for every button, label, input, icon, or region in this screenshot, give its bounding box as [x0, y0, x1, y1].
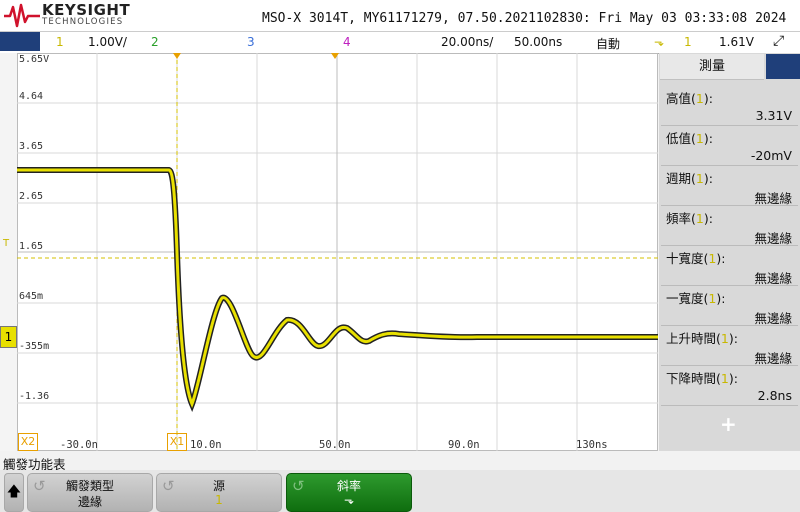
measurement-label[interactable]: 高值(1): — [666, 91, 713, 106]
menu-up-button[interactable]: 🡅 — [4, 473, 24, 512]
trigger-edge-icon: ⬎ — [654, 35, 665, 49]
brand-name: KEYSIGHT — [42, 1, 131, 19]
divider — [661, 245, 798, 246]
time-delay[interactable]: 20.00ns/ — [441, 35, 494, 49]
measurement-label[interactable]: 上升時間(1): — [666, 331, 738, 346]
brand-subtitle: TECHNOLOGIES — [42, 17, 124, 27]
measurement-label[interactable]: 十寬度(1): — [666, 251, 726, 266]
trigger-level[interactable]: 1.61V — [719, 35, 754, 49]
trigger-position-marker — [173, 53, 181, 59]
entry-knob-icon: ↺ — [162, 477, 175, 495]
divider — [661, 325, 798, 326]
y-label: 2.65 — [19, 191, 44, 202]
trigger-channel[interactable]: 1 — [684, 35, 692, 49]
ch2-number[interactable]: 2 — [151, 35, 159, 49]
x2-cursor-marker[interactable]: X2 — [18, 433, 38, 451]
y-label: -355m — [19, 341, 50, 352]
y-label: 5.65V — [19, 54, 50, 65]
delay-position-marker — [331, 53, 339, 59]
divider — [661, 125, 798, 126]
left-marker-strip — [0, 53, 17, 451]
measurement-value: -20mV — [750, 148, 792, 163]
source-softkey[interactable]: ↺ 源 1 — [156, 473, 282, 512]
measurement-value: 3.31V — [755, 108, 792, 123]
divider — [661, 205, 798, 206]
menu-title: 觸發功能表 — [3, 457, 66, 472]
measurement-label[interactable]: 週期(1): — [666, 171, 713, 186]
measurement-value: 無邊緣 — [754, 351, 792, 366]
trigger-type-softkey[interactable]: ↺ 觸發類型 邊緣 — [27, 473, 153, 512]
divider — [661, 165, 798, 166]
x-label: -30.0n — [60, 439, 98, 451]
softkey-label: 觸發類型 — [65, 479, 114, 493]
measurement-value: 無邊緣 — [754, 191, 792, 206]
expand-arrows-icon[interactable]: ⤢ — [773, 33, 785, 49]
panel-tab-button[interactable] — [766, 54, 800, 79]
y-label: 1.65 — [19, 241, 44, 252]
ch4-number[interactable]: 4 — [343, 35, 351, 49]
ch1-ground-marker[interactable]: 1 — [0, 326, 17, 348]
measurement-panel-title[interactable]: 測量 — [660, 54, 764, 80]
instrument-info: MSO-X 3014T, MY61171279, 07.50.202110283… — [262, 11, 787, 26]
top-bar — [0, 0, 800, 31]
divider — [661, 365, 798, 366]
y-label: 3.65 — [19, 141, 44, 152]
y-label: 4.64 — [19, 91, 44, 102]
entry-knob-icon: ↺ — [292, 477, 305, 495]
keysight-logo-icon — [4, 3, 40, 28]
channel-status-bar: 1 1.00V/ 2 3 4 20.00ns/ 50.00ns 自動 ⬎ 1 1… — [0, 31, 800, 54]
waveform-graticule — [17, 53, 658, 451]
y-label: 645m — [19, 291, 44, 302]
measurement-value: 無邊緣 — [754, 231, 792, 246]
softkey-value: 邊緣 — [77, 495, 102, 509]
softkey-label: 源 — [212, 479, 225, 493]
measurement-value: 無邊緣 — [754, 271, 792, 286]
measurement-label[interactable]: 低值(1): — [666, 131, 713, 146]
measurement-value: 2.8ns — [757, 388, 792, 403]
divider — [661, 405, 798, 406]
up-arrow-icon: 🡅 — [6, 484, 22, 500]
run-control-button[interactable] — [0, 32, 40, 51]
x1-cursor-marker[interactable]: X1 — [167, 433, 187, 451]
divider — [661, 285, 798, 286]
trigger-level-marker[interactable]: T — [3, 238, 10, 249]
trigger-mode[interactable]: 自動 — [596, 37, 621, 51]
x-label: 50.0n — [319, 439, 351, 451]
entry-knob-icon: ↺ — [33, 477, 46, 495]
ch1-scale[interactable]: 1.00V/ — [88, 35, 127, 49]
x-label: 130ns — [576, 439, 608, 451]
softkey-label: 斜率 — [336, 479, 361, 493]
ch1-waveform — [17, 168, 658, 409]
x-label: 90.0n — [448, 439, 480, 451]
softkey-value: 1 — [215, 493, 223, 507]
measurement-label[interactable]: 頻率(1): — [666, 211, 713, 226]
add-measurement-button[interactable]: + — [720, 412, 737, 436]
measurement-panel — [659, 53, 800, 451]
y-label: -1.36 — [19, 391, 50, 402]
slope-softkey[interactable]: ↺ 斜率 ⬎ — [286, 473, 412, 512]
measurement-value: 無邊緣 — [754, 311, 792, 326]
ch3-number[interactable]: 3 — [247, 35, 255, 49]
x-label: 10.0n — [190, 439, 222, 451]
ch1-number[interactable]: 1 — [56, 35, 64, 49]
measurement-label[interactable]: 下降時間(1): — [666, 371, 738, 386]
falling-edge-icon: ⬎ — [343, 493, 355, 507]
time-scale[interactable]: 50.00ns — [514, 35, 563, 49]
measurement-label[interactable]: 一寬度(1): — [666, 291, 726, 306]
